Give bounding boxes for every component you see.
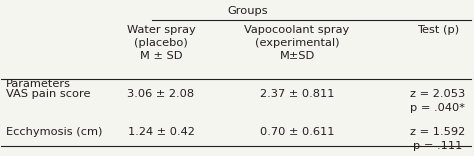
Text: VAS pain score: VAS pain score bbox=[6, 89, 91, 99]
Text: 1.24 ± 0.42: 1.24 ± 0.42 bbox=[128, 127, 194, 137]
Text: Test (p): Test (p) bbox=[417, 25, 459, 35]
Text: Water spray
(placebo)
M ± SD: Water spray (placebo) M ± SD bbox=[127, 25, 195, 61]
Text: Parameters: Parameters bbox=[6, 79, 71, 89]
Text: 3.06 ± 2.08: 3.06 ± 2.08 bbox=[128, 89, 194, 99]
Text: 2.37 ± 0.811: 2.37 ± 0.811 bbox=[260, 89, 334, 99]
Text: z = 1.592
p = .111: z = 1.592 p = .111 bbox=[410, 127, 465, 151]
Text: Vapocoolant spray
(experimental)
M±SD: Vapocoolant spray (experimental) M±SD bbox=[245, 25, 350, 61]
Text: Ecchymosis (cm): Ecchymosis (cm) bbox=[6, 127, 102, 137]
Text: Groups: Groups bbox=[228, 6, 268, 16]
Text: z = 2.053
p = .040*: z = 2.053 p = .040* bbox=[410, 89, 465, 113]
Text: 0.70 ± 0.611: 0.70 ± 0.611 bbox=[260, 127, 334, 137]
